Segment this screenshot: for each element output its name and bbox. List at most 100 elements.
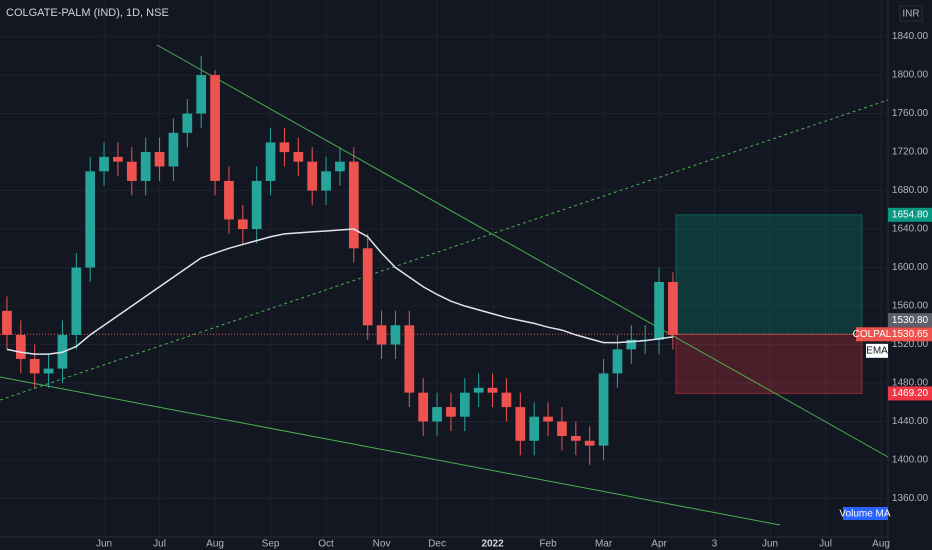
entry-tag xyxy=(888,327,932,342)
candle-body xyxy=(598,373,609,446)
profit-zone xyxy=(675,214,863,335)
candle-body xyxy=(612,349,623,374)
x-tick-label: Aug xyxy=(872,539,890,550)
chart-title: COLGATE-PALM (IND), 1D, NSE xyxy=(6,7,169,19)
stop-label: 1469.20 xyxy=(892,388,929,399)
candle-body xyxy=(570,435,581,441)
candle-body xyxy=(404,325,415,393)
volume-ma-tag xyxy=(843,507,888,520)
x-tick-label: 2022 xyxy=(481,539,504,550)
candle-body xyxy=(307,161,318,191)
candle-body xyxy=(487,387,498,393)
plot xyxy=(2,55,678,465)
position-box xyxy=(0,214,888,394)
x-tick-label: 3 xyxy=(712,539,718,550)
x-tick-label: Mar xyxy=(595,539,613,550)
x-tick-label: Feb xyxy=(539,539,557,550)
candle-body xyxy=(446,407,456,417)
ema-label: EMA xyxy=(866,345,888,356)
grid xyxy=(0,0,888,537)
candle-body xyxy=(2,310,12,335)
x-tick-label: Dec xyxy=(428,539,446,550)
candle-body xyxy=(473,387,484,393)
candle-body xyxy=(43,368,54,374)
candle-body xyxy=(85,171,96,268)
target-label: 1654.80 xyxy=(892,209,929,220)
candle-body xyxy=(279,142,290,153)
candle-body xyxy=(348,161,359,249)
candle-body xyxy=(113,156,123,162)
candle-body xyxy=(210,75,220,181)
candle-body xyxy=(626,339,637,350)
candle-body xyxy=(459,392,470,417)
candle-body xyxy=(529,416,540,441)
trendline xyxy=(0,376,781,526)
ema-line xyxy=(6,228,674,355)
candle-body xyxy=(168,132,179,167)
y-tick-label: 1800.00 xyxy=(892,70,929,81)
candle-body xyxy=(584,440,595,446)
candle-body xyxy=(543,416,553,422)
trendlines xyxy=(0,44,889,526)
volume-ma-label: Volume MA xyxy=(839,509,890,520)
ema-tag xyxy=(866,343,888,358)
y-tick-label: 1720.00 xyxy=(892,147,929,158)
y-tick-label: 1840.00 xyxy=(892,31,929,42)
x-tick-label: Jun xyxy=(96,539,112,550)
y-tick-label: 1600.00 xyxy=(892,262,929,273)
candle-body xyxy=(654,281,664,340)
candle-body xyxy=(335,161,345,172)
candle-body xyxy=(237,219,248,230)
x-tick-label: Sep xyxy=(262,539,280,550)
x-tick-label: Nov xyxy=(373,539,391,550)
currency-box xyxy=(899,5,923,22)
y-tick-label: 1760.00 xyxy=(892,108,929,119)
currency: INR xyxy=(902,9,919,20)
stop-tag xyxy=(888,386,932,401)
y-tick-label: 1520.00 xyxy=(892,339,929,350)
candle-body xyxy=(418,392,429,422)
last-price-tag xyxy=(888,313,932,328)
x-tick-label: Jul xyxy=(153,539,166,550)
candle-body xyxy=(321,171,331,191)
x-tick-label: Jul xyxy=(819,539,832,550)
x-tick-label: Jun xyxy=(762,539,778,550)
candle-body xyxy=(251,180,262,230)
candle-body xyxy=(15,334,26,359)
candle-body xyxy=(668,281,678,335)
candle-body xyxy=(390,325,401,345)
y-tick-label: 1560.00 xyxy=(892,301,929,312)
trendline xyxy=(0,99,889,401)
candle-body xyxy=(140,152,151,181)
y-tick-label: 1360.00 xyxy=(892,493,929,504)
candle-body xyxy=(501,392,512,408)
x-tick-label: Apr xyxy=(651,539,667,550)
target-tag xyxy=(888,207,932,222)
symbol-label: COLPAL xyxy=(853,329,892,340)
y-tick-label: 1440.00 xyxy=(892,416,929,427)
candle-body xyxy=(71,267,82,335)
symbol-tag xyxy=(856,327,888,342)
candle-body xyxy=(224,180,234,220)
x-tick-label: Aug xyxy=(206,539,224,550)
entry-label: 1530.65 xyxy=(892,329,929,340)
candle-body xyxy=(126,161,137,181)
candle-body xyxy=(515,407,526,441)
loss-zone xyxy=(675,333,863,394)
candle-body xyxy=(293,152,304,162)
candle-body xyxy=(29,358,40,374)
x-tick-label: Oct xyxy=(318,539,334,550)
axes: 1360.00 1400.00 1440.00 1480.00 1520.00 1560.… xyxy=(96,31,932,550)
trendline xyxy=(156,44,889,458)
candle-body xyxy=(154,152,165,167)
candle-body xyxy=(432,407,442,422)
y-tick-label: 1680.00 xyxy=(892,185,929,196)
y-tick-label: 1480.00 xyxy=(892,378,929,389)
candle-body xyxy=(196,75,207,114)
candle-body xyxy=(182,113,193,133)
candle-body xyxy=(376,325,387,345)
candle-body xyxy=(557,421,567,436)
y-tick-label: 1640.00 xyxy=(892,224,929,235)
